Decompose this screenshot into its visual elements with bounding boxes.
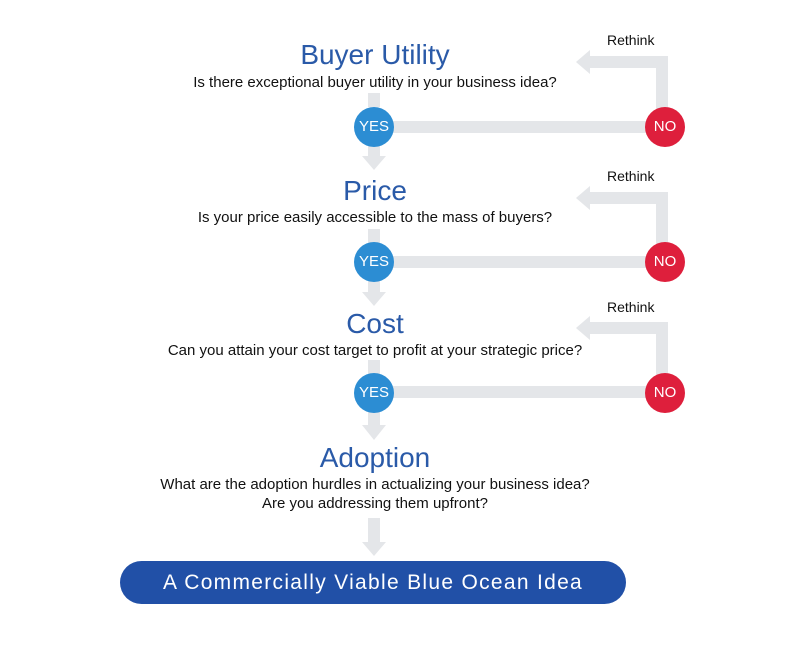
- rethink-label-3: Rethink: [607, 299, 655, 315]
- step-question-buyer-utility: Is there exceptional buyer utility in yo…: [193, 74, 557, 91]
- step-title-cost: Cost: [346, 308, 404, 339]
- arrow-into-yes-1: [368, 93, 380, 107]
- rethink-loop-horizontal-3: [590, 322, 668, 334]
- yes-badge-2: YES: [354, 242, 394, 282]
- no-badge-3: NO: [645, 373, 685, 413]
- yes-no-connector-3: [390, 386, 650, 398]
- yes-down-arrowhead-3: [362, 425, 386, 440]
- yes-badge-1: YES: [354, 107, 394, 147]
- yes-badge-3: YES: [354, 373, 394, 413]
- step-question-cost: Can you attain your cost target to profi…: [167, 342, 583, 359]
- rethink-loop-horizontal-1: [590, 56, 668, 68]
- rethink-arrowhead-2: [576, 186, 590, 210]
- step-title-price: Price: [343, 175, 407, 206]
- no-badge-2: NO: [645, 242, 685, 282]
- yes-down-arrowhead-1: [362, 156, 386, 170]
- step-title-buyer-utility: Buyer Utility: [300, 39, 450, 70]
- arrow-into-yes-3: [368, 360, 380, 374]
- arrow-into-yes-2: [368, 229, 380, 243]
- rethink-label-2: Rethink: [607, 168, 655, 184]
- adoption-down-shaft: [368, 518, 380, 542]
- step-question-price: Is your price easily accessible to the m…: [197, 209, 553, 226]
- yes-down-arrowhead-2: [362, 292, 386, 306]
- adoption-down-arrowhead: [362, 542, 386, 556]
- no-badge-1: NO: [645, 107, 685, 147]
- rethink-loop-vertical-2: [656, 195, 668, 245]
- rethink-arrowhead-3: [576, 316, 590, 340]
- rethink-loop-vertical-1: [656, 60, 668, 110]
- yes-down-shaft-1: [368, 144, 380, 156]
- adoption-question-line2: Are you addressing them upfront?: [262, 495, 488, 512]
- rethink-label-1: Rethink: [607, 32, 655, 48]
- rethink-loop-vertical-3: [656, 326, 668, 376]
- yes-no-connector-1: [390, 121, 650, 133]
- yes-down-shaft-3: [368, 411, 380, 425]
- result-banner: A Commercially Viable Blue Ocean Idea: [120, 561, 626, 604]
- yes-down-shaft-2: [368, 280, 380, 292]
- adoption-question-line1: What are the adoption hurdles in actuali…: [160, 476, 590, 493]
- rethink-loop-horizontal-2: [590, 192, 668, 204]
- rethink-arrowhead-1: [576, 50, 590, 74]
- yes-no-connector-2: [390, 256, 650, 268]
- step-title-adoption: Adoption: [319, 442, 431, 473]
